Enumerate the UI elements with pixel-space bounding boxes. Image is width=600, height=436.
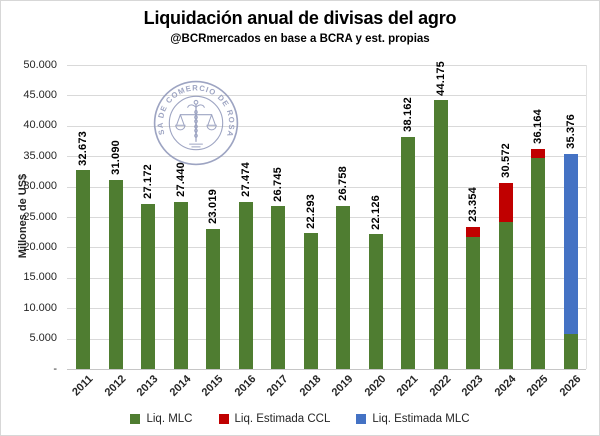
bar-2013-liq-mlc <box>141 203 156 369</box>
bar-value-label-2021: 38.162 <box>402 97 415 132</box>
bolsa-de-comercio-rosario-seal-icon: BOLSA DE COMERCIO DE ROSARIO <box>150 77 239 166</box>
legend-item-liq-estimada-ccl: Liq. Estimada CCL <box>218 413 331 425</box>
bar-value-label-2019: 26.758 <box>337 166 350 202</box>
x-tick-label-2026: 2026 <box>557 373 584 399</box>
bar-2022-liq-mlc <box>433 100 448 369</box>
gridline <box>67 95 586 97</box>
legend-label: Liq. Estimada MLC <box>372 413 470 425</box>
bar-value-label-2026: 35.376 <box>564 114 577 149</box>
bar-2011-liq-mlc <box>76 170 91 369</box>
y-tick-label: 20.000 <box>23 240 57 253</box>
bar-value-label-2020: 22.126 <box>369 194 382 230</box>
bar-2025-liq-estimada-ccl <box>531 149 546 159</box>
bar-value-label-2024: 30.572 <box>499 143 512 179</box>
x-tick-label-2018: 2018 <box>297 373 324 399</box>
gridline <box>67 65 586 66</box>
y-tick-label: 5.000 <box>29 332 57 345</box>
bar-2014-liq-mlc <box>173 202 188 369</box>
bar-2024-liq-estimada-ccl <box>498 183 513 223</box>
chart-title: Liquidación anual de divisas del agro <box>143 8 457 28</box>
legend-swatch-icon <box>218 414 229 424</box>
gridline <box>67 247 586 249</box>
y-tick-label: 25.000 <box>23 210 57 223</box>
y-tick-label: - <box>53 362 57 375</box>
bar-value-label-2017: 26.745 <box>272 166 285 202</box>
gridline <box>67 217 586 218</box>
gridline <box>67 125 586 127</box>
x-tick-label-2021: 2021 <box>394 373 421 399</box>
x-tick-label-2023: 2023 <box>459 373 486 399</box>
bar-2023-liq-mlc <box>466 237 481 369</box>
y-tick-label: 40.000 <box>23 119 57 132</box>
x-tick-label-2013: 2013 <box>134 373 161 399</box>
y-tick-label: 35.000 <box>23 149 57 162</box>
bar-2025-liq-mlc <box>531 158 546 369</box>
x-tick-label-2016: 2016 <box>232 373 259 399</box>
bar-2016-liq-mlc <box>238 201 253 369</box>
legend-label: Liq. Estimada CCL <box>234 413 331 425</box>
chart-subtitle: @BCRmercados en base a BCRA y est. propi… <box>170 33 430 45</box>
legend-item-liq-estimada-mlc: Liq. Estimada MLC <box>356 413 470 425</box>
bar-2024-liq-mlc <box>498 222 513 369</box>
legend-swatch-icon <box>356 414 367 424</box>
bar-value-label-2025: 36.164 <box>532 109 545 145</box>
gridline <box>67 308 586 310</box>
bar-value-label-2022: 44.175 <box>434 60 447 96</box>
bar-value-label-2013: 27.172 <box>142 163 155 199</box>
x-tick-label-2025: 2025 <box>524 373 551 399</box>
x-tick-label-2012: 2012 <box>102 373 129 399</box>
legend-swatch-icon <box>130 414 141 424</box>
bar-value-label-2012: 31.090 <box>109 140 122 175</box>
svg-text:BOLSA DE COMERCIO DE ROSARIO: BOLSA DE COMERCIO DE ROSARIO <box>150 77 236 139</box>
y-axis-tick-labels: 50.000 45.000 40.000 35.000 30.000 25.000 20.0… <box>5 1 57 435</box>
chart-legend: Liq. MLC Liq. Estimada CCL Liq. Estimada M… <box>1 413 599 425</box>
gridline <box>67 156 586 158</box>
bar-2021-liq-mlc <box>401 136 416 369</box>
gridline <box>67 369 586 370</box>
bar-2018-liq-mlc <box>303 233 318 369</box>
y-tick-label: 15.000 <box>23 271 57 284</box>
bar-value-label-2018: 22.293 <box>304 193 317 229</box>
bar-2023-liq-estimada-ccl <box>466 227 481 238</box>
bar-value-label-2023: 23.354 <box>467 187 480 223</box>
x-tick-label-2015: 2015 <box>199 373 226 399</box>
bar-2012-liq-mlc <box>108 179 123 369</box>
bar-2015-liq-mlc <box>206 229 221 369</box>
gridline <box>67 186 586 188</box>
bar-2017-liq-mlc <box>271 206 286 369</box>
bar-2026-liq-estimada-mlc <box>563 153 578 334</box>
x-tick-label-2017: 2017 <box>264 373 291 399</box>
bar-2020-liq-mlc <box>368 234 383 369</box>
y-tick-label: 50.000 <box>23 58 57 71</box>
x-tick-label-2019: 2019 <box>329 373 356 399</box>
x-tick-label-2020: 2020 <box>362 373 389 399</box>
bar-value-label-2011: 32.673 <box>77 130 90 166</box>
x-tick-label-2011: 2011 <box>70 373 96 399</box>
plot-area: 32.673 2011 31.090 2012 27.172 2013 27.440 2014… <box>67 61 587 399</box>
x-tick-label-2022: 2022 <box>427 373 454 399</box>
x-tick-label-2024: 2024 <box>492 373 519 399</box>
gridline <box>67 338 586 340</box>
x-tick-label-2014: 2014 <box>167 373 194 399</box>
bar-2019-liq-mlc <box>336 206 351 369</box>
y-tick-label: 10.000 <box>23 301 57 314</box>
bar-value-label-2015: 23.019 <box>207 189 220 225</box>
y-tick-label: 45.000 <box>23 88 57 101</box>
gridline <box>67 277 586 279</box>
legend-item-liq-mlc: Liq. MLC <box>130 413 193 425</box>
bar-2026-liq-mlc <box>563 333 578 369</box>
legend-label: Liq. MLC <box>146 413 193 425</box>
y-tick-label: 30.000 <box>23 180 57 193</box>
